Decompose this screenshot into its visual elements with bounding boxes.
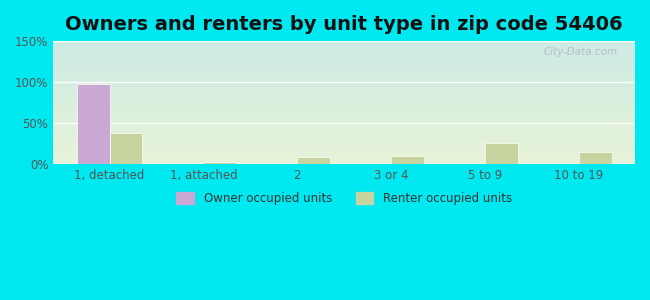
Bar <box>485 142 517 164</box>
Bar <box>391 156 424 164</box>
Bar <box>578 152 612 164</box>
Legend: Owner occupied units, Renter occupied units: Owner occupied units, Renter occupied un… <box>172 187 517 209</box>
Bar <box>77 85 110 164</box>
Bar <box>110 133 142 164</box>
Title: Owners and renters by unit type in zip code 54406: Owners and renters by unit type in zip c… <box>65 15 623 34</box>
Bar <box>297 157 330 164</box>
Text: City-Data.com: City-Data.com <box>543 47 618 57</box>
Bar <box>203 162 236 164</box>
